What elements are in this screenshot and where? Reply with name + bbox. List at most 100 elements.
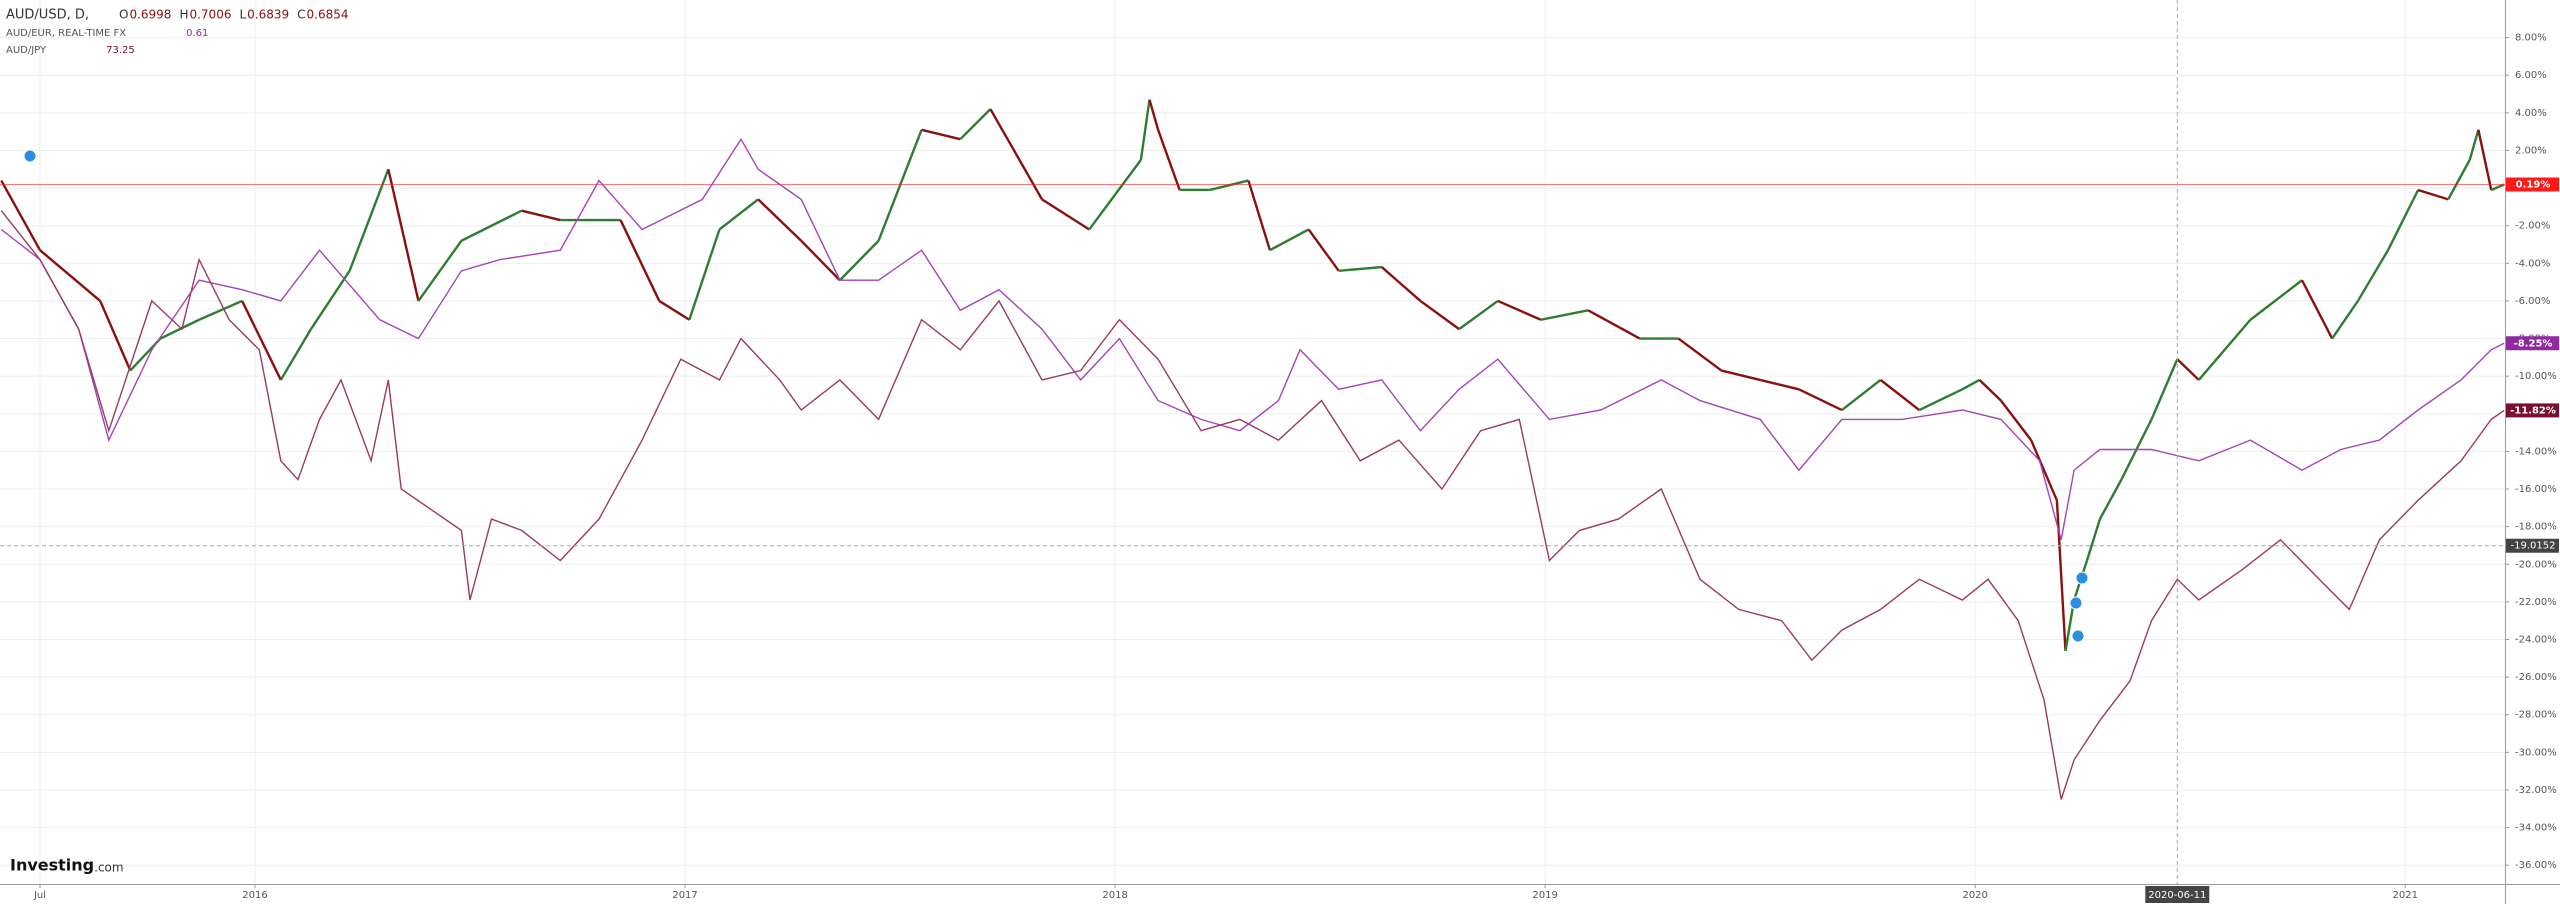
price-segment — [1759, 378, 1800, 391]
event-pin[interactable] — [2075, 571, 2089, 585]
event-pin[interactable] — [2069, 596, 2083, 610]
series-line — [0, 210, 2505, 800]
ohlc-label: C — [297, 8, 305, 22]
price-segment — [241, 300, 282, 381]
ohlc-label: O — [119, 8, 128, 22]
price-segment — [1148, 99, 1160, 131]
y-tick-label: -26.00% — [2515, 672, 2557, 683]
ohlc-label: L — [239, 8, 246, 22]
event-pin[interactable] — [23, 149, 37, 163]
price-segment — [0, 179, 42, 251]
price-segment — [1587, 309, 1641, 340]
plot — [0, 99, 2505, 800]
price-segment — [1041, 198, 1090, 231]
price-segment — [387, 169, 420, 302]
price-segment — [2300, 279, 2334, 340]
price-segment — [658, 299, 690, 321]
price-segment — [839, 239, 880, 282]
y-tick-label: -6.00% — [2515, 296, 2550, 307]
crosshair-x-label: 2020-06-11 — [2148, 890, 2206, 901]
y-tick-label: 6.00% — [2515, 70, 2547, 81]
price-segment — [39, 249, 101, 302]
price-segment — [2331, 300, 2359, 340]
price-segment — [921, 128, 961, 141]
price-segment — [1419, 299, 1460, 331]
series-line — [0, 137, 2505, 540]
price-segment — [2150, 358, 2179, 420]
legend-value: 73.25 — [106, 45, 135, 56]
y-tick-label: -36.00% — [2515, 860, 2557, 871]
price-segment — [2417, 188, 2449, 201]
price-segment — [2490, 183, 2505, 192]
ohlc-value: 0.7006 — [189, 8, 231, 22]
y-tick-label: -24.00% — [2515, 634, 2557, 645]
price-segment — [1307, 228, 1340, 272]
price-segment — [2356, 249, 2390, 302]
price-segment — [309, 270, 351, 330]
crosshair-x-box — [2145, 886, 2210, 903]
price-segment — [1156, 129, 1181, 191]
price-segment — [521, 209, 561, 222]
price-segment — [2197, 318, 2252, 381]
price-segment — [1879, 378, 1921, 411]
price-segment — [1918, 388, 1963, 412]
price-segment — [959, 108, 992, 141]
ohlc-value: 0.6839 — [247, 8, 289, 22]
price-segment — [2029, 439, 2058, 501]
price-segment — [1458, 299, 1499, 331]
price-segment — [2249, 279, 2303, 321]
crosshair-y-label: -19.0152 — [2511, 541, 2556, 552]
crosshair-y-box — [2506, 538, 2559, 553]
price-segment — [1380, 266, 1422, 302]
price-segment — [1338, 265, 1382, 273]
price-segment — [2386, 189, 2420, 251]
grid — [0, 0, 2505, 884]
price-segment — [1978, 379, 2002, 402]
y-tick-label: -20.00% — [2515, 559, 2557, 570]
y-tick-label: 8.00% — [2515, 33, 2547, 44]
x-tick-label: 2020 — [1962, 890, 1987, 901]
y-tick-label: -2.00% — [2515, 221, 2550, 232]
price-segment — [1540, 309, 1589, 321]
x-tick-label: 2021 — [2393, 890, 2418, 901]
legend-symbol: AUD/USD, D, — [6, 8, 89, 23]
y-tick-label: 2.00% — [2515, 145, 2547, 156]
price-segment — [2477, 129, 2493, 191]
price-segment — [1961, 378, 1981, 391]
y-tick-label: -4.00% — [2515, 258, 2550, 269]
y-tick-label: -32.00% — [2515, 785, 2557, 796]
x-tick-label: 2018 — [1102, 890, 1127, 901]
price-segment — [198, 299, 243, 321]
price-segment — [279, 328, 312, 381]
logo-suffix: .com — [94, 861, 123, 875]
price-segment — [159, 318, 200, 340]
price-segment — [718, 198, 759, 231]
y-tick-label: -18.00% — [2515, 522, 2557, 533]
y-tick-label: -16.00% — [2515, 484, 2557, 495]
x-tick-label: Jul — [33, 890, 46, 901]
price-segment — [2098, 479, 2123, 520]
x-tick-label: 2017 — [672, 890, 697, 901]
end-label-box — [2506, 177, 2559, 192]
y-tick-label: -34.00% — [2515, 823, 2557, 834]
price-segment — [1721, 369, 1761, 382]
ohlc-value: 0.6998 — [129, 8, 171, 22]
price-segment — [1247, 180, 1272, 251]
legend-name: AUD/EUR, REAL-TIME FX — [6, 28, 126, 39]
end-label-box — [2506, 403, 2559, 418]
price-segment — [757, 198, 803, 242]
event-pin[interactable] — [2071, 629, 2085, 643]
price-segment — [1798, 388, 1843, 412]
price-segment — [460, 209, 523, 242]
y-tick-label: -14.00% — [2515, 446, 2557, 457]
price-segment — [1209, 179, 1249, 192]
price-segment — [1139, 99, 1151, 161]
logo-main: Investing — [10, 856, 94, 875]
end-label: -11.82% — [2510, 405, 2556, 416]
price-segment — [417, 240, 463, 302]
x-tick-label: 2016 — [242, 890, 267, 901]
price-segment — [1677, 337, 1723, 372]
